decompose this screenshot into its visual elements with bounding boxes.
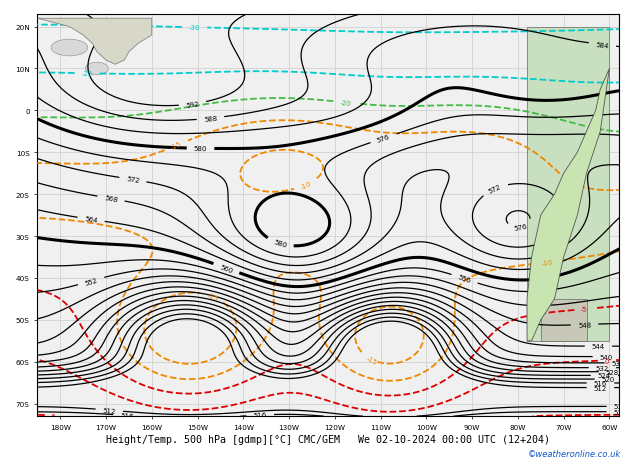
Text: 520: 520 <box>602 376 615 382</box>
Text: -15: -15 <box>365 354 378 365</box>
Text: 580: 580 <box>273 239 287 249</box>
Text: 5: 5 <box>51 413 56 419</box>
Text: -25: -25 <box>81 71 93 77</box>
Text: 576: 576 <box>376 134 391 144</box>
Text: 512: 512 <box>614 403 627 409</box>
Bar <box>541 299 586 341</box>
Text: 592: 592 <box>186 101 200 108</box>
Text: 576: 576 <box>514 224 528 232</box>
X-axis label: Height/Temp. 500 hPa [gdmp][°C] CMC/GEM   We 02-10-2024 00:00 UTC (12+204): Height/Temp. 500 hPa [gdmp][°C] CMC/GEM … <box>106 434 550 444</box>
Text: 580: 580 <box>194 146 207 152</box>
Text: ©weatheronline.co.uk: ©weatheronline.co.uk <box>528 449 621 458</box>
Text: 5: 5 <box>626 412 630 418</box>
Text: -5: -5 <box>581 306 588 313</box>
Text: 516: 516 <box>120 412 134 419</box>
Text: 588: 588 <box>204 115 217 123</box>
Text: 572: 572 <box>488 184 502 195</box>
Text: -15: -15 <box>170 141 183 151</box>
Text: 524: 524 <box>598 373 611 379</box>
Text: 516: 516 <box>594 380 607 386</box>
Ellipse shape <box>51 40 87 57</box>
Text: 532: 532 <box>596 365 609 371</box>
Text: 536: 536 <box>612 360 625 366</box>
Text: 544: 544 <box>592 343 605 349</box>
Text: 512: 512 <box>103 407 116 414</box>
Text: -10: -10 <box>299 180 313 190</box>
Text: 548: 548 <box>578 322 592 328</box>
Text: -30: -30 <box>189 25 200 31</box>
Text: 528: 528 <box>605 369 619 375</box>
Text: -15: -15 <box>206 292 219 302</box>
Text: 556: 556 <box>457 274 472 284</box>
Text: -20: -20 <box>340 100 352 107</box>
Text: 572: 572 <box>126 176 140 184</box>
Bar <box>527 28 609 341</box>
Polygon shape <box>37 19 152 65</box>
Text: 0: 0 <box>604 358 609 364</box>
Text: 560: 560 <box>219 263 234 274</box>
Text: 540: 540 <box>600 354 613 360</box>
Ellipse shape <box>86 63 108 76</box>
Text: 552: 552 <box>84 277 98 286</box>
Text: 584: 584 <box>595 42 609 49</box>
Text: -10: -10 <box>541 259 553 266</box>
Text: 516: 516 <box>614 409 627 415</box>
Polygon shape <box>527 69 609 341</box>
Text: 564: 564 <box>84 216 98 224</box>
Text: 512: 512 <box>594 385 607 391</box>
Text: 568: 568 <box>104 195 118 203</box>
Text: 516: 516 <box>254 412 267 419</box>
